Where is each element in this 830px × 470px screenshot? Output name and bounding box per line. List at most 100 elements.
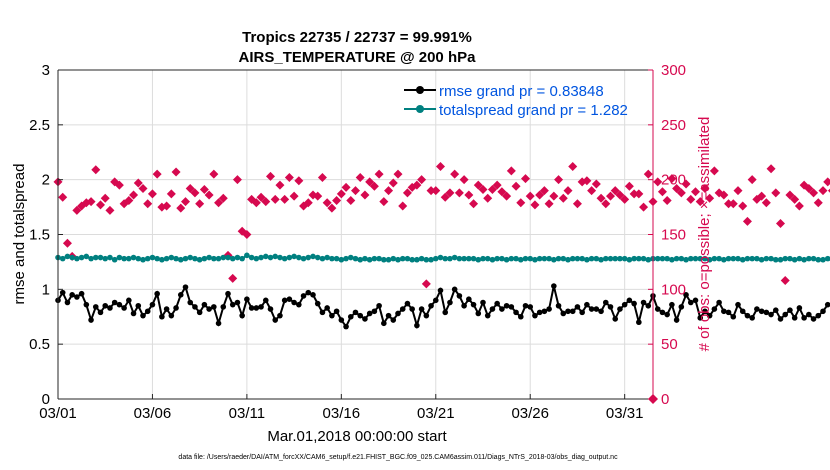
rmse-point (371, 308, 378, 315)
obs-point (478, 185, 488, 195)
rmse-point (499, 306, 505, 312)
spread-point (404, 255, 411, 262)
spread-point (588, 255, 595, 262)
obs-point (322, 198, 332, 208)
obs-point (402, 188, 412, 198)
obs-point (733, 186, 743, 196)
x-tick-label: 03/01 (39, 405, 77, 422)
y-left-tick-label: 3 (42, 62, 50, 79)
spread-point (607, 255, 614, 262)
rmse-point (579, 309, 585, 316)
spread-point (555, 255, 562, 262)
rmse-point (192, 304, 198, 310)
obs-point (317, 172, 327, 182)
obs-point (332, 196, 342, 206)
rmse-point (522, 302, 529, 309)
rmse-point (824, 301, 830, 308)
spread-point (343, 255, 349, 262)
obs-point (747, 175, 757, 185)
spread-point (366, 256, 373, 263)
obs-point (185, 183, 195, 193)
rmse-point (470, 301, 477, 308)
obs-point (91, 165, 101, 175)
spread-point (617, 255, 623, 262)
rmse-point (173, 305, 179, 311)
obs-point (412, 180, 422, 190)
rmse-point (300, 293, 307, 299)
rmse-point (517, 313, 524, 320)
obs-point (809, 188, 819, 198)
spread-point (683, 256, 689, 263)
spread-point (92, 254, 99, 261)
rmse-point (187, 299, 194, 306)
spread-point (645, 256, 652, 263)
rmse-point (343, 323, 349, 330)
spread-point (598, 256, 604, 263)
spread-point (291, 253, 297, 260)
spread-point (815, 256, 822, 263)
obs-point (440, 192, 450, 202)
spread-point (791, 256, 798, 263)
rmse-point (102, 302, 109, 309)
obs-point (384, 186, 394, 196)
spread-point (574, 255, 581, 262)
obs-point (313, 191, 323, 201)
rmse-point (730, 313, 737, 320)
rmse-point (725, 309, 732, 316)
rmse-point (692, 297, 699, 304)
rmse-point (296, 301, 302, 308)
spread-point (744, 255, 751, 262)
rmse-point (602, 299, 609, 306)
spread-point (248, 254, 255, 261)
spread-point (239, 255, 245, 262)
rmse-point (801, 315, 807, 321)
obs-point (582, 176, 592, 186)
rmse-point (546, 306, 552, 312)
spread-point (735, 255, 741, 262)
rmse-point (588, 306, 595, 312)
spread-point (352, 255, 359, 262)
spread-point (546, 255, 552, 262)
obs-point (676, 188, 686, 198)
rmse-point (121, 305, 127, 311)
rmse-point (267, 306, 274, 312)
spread-point (305, 254, 312, 261)
rmse-point (437, 287, 444, 294)
obs-point (261, 197, 271, 207)
spread-point (116, 254, 123, 261)
spread-point (102, 255, 109, 262)
obs-point (719, 190, 729, 200)
spread-point (560, 255, 567, 262)
rmse-point (451, 286, 458, 293)
rmse-point (565, 308, 571, 315)
rmse-point (584, 301, 590, 308)
obs-point (813, 198, 823, 208)
spread-point (824, 255, 830, 262)
obs-point (572, 199, 582, 209)
obs-point (417, 175, 427, 185)
spread-point (768, 255, 774, 262)
obs-point (360, 190, 370, 200)
obs-point (742, 216, 752, 226)
obs-point (129, 190, 139, 200)
spread-point (121, 255, 127, 262)
rmse-point (806, 311, 812, 318)
spread-point (437, 254, 444, 261)
obs-point (568, 162, 578, 172)
obs-point (72, 205, 82, 215)
obs-point (195, 199, 205, 209)
rmse-point (673, 317, 680, 323)
rmse-point (555, 302, 562, 309)
spread-point (801, 256, 807, 263)
spread-point (754, 255, 760, 262)
rmse-point (286, 296, 293, 303)
obs-point (634, 189, 644, 199)
spread-point (319, 255, 326, 262)
obs-point (421, 279, 431, 289)
spread-point (362, 255, 368, 262)
obs-point (294, 176, 304, 186)
rmse-point (621, 301, 628, 308)
rmse-point (390, 317, 397, 323)
spread-point (466, 255, 472, 262)
spread-point (163, 255, 170, 262)
